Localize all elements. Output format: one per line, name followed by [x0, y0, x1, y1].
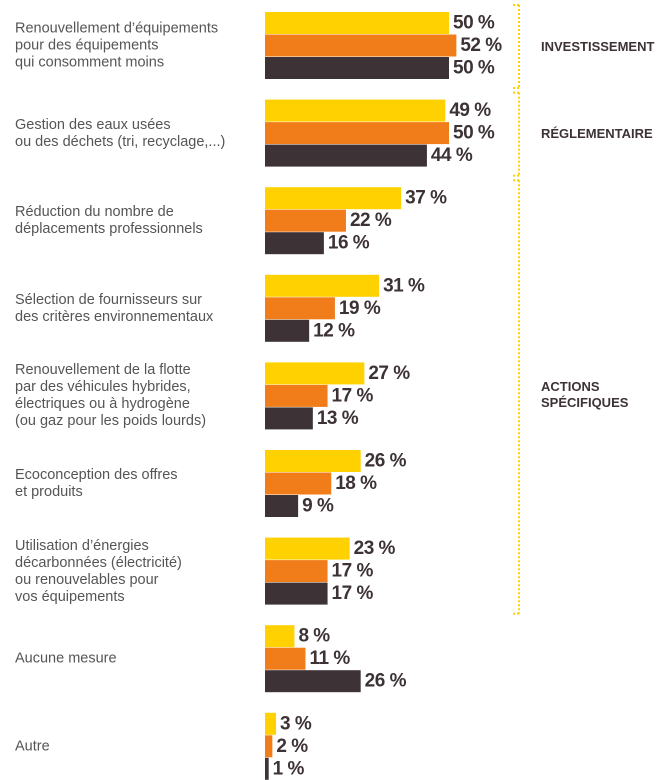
value-label: 9 % — [302, 496, 334, 517]
value-label: 17 % — [332, 385, 374, 406]
value-label: 31 % — [383, 275, 425, 296]
value-label: 26 % — [365, 451, 407, 472]
category-label: Ecoconception des offres et produits — [15, 467, 178, 500]
bar — [265, 57, 449, 79]
bar — [265, 362, 365, 385]
category-label: Réduction du nombre de déplacements prof… — [15, 204, 203, 238]
value-label: 50 % — [453, 13, 495, 34]
value-label: 23 % — [354, 538, 396, 559]
bar — [265, 560, 328, 583]
value-label: 27 % — [368, 363, 410, 384]
bar — [265, 450, 361, 472]
value-label: 44 % — [431, 145, 473, 166]
bar — [265, 297, 335, 320]
value-label: 19 % — [339, 298, 381, 319]
bar — [265, 757, 269, 780]
bar — [265, 537, 350, 560]
value-label: 17 % — [332, 583, 374, 604]
bar — [265, 582, 328, 605]
bar — [265, 274, 380, 297]
category-label: Sélection de fournisseurs sur des critèr… — [15, 291, 214, 325]
value-label: 49 % — [449, 100, 491, 121]
category-label: Autre — [15, 738, 50, 755]
bar — [265, 472, 332, 495]
value-label: 13 % — [317, 408, 359, 429]
value-label: 2 % — [276, 736, 308, 757]
value-label: 18 % — [335, 473, 377, 494]
bar — [265, 625, 295, 648]
value-label: 37 % — [405, 188, 447, 209]
group-label: INVESTISSEMENT — [541, 38, 655, 54]
value-label: 17 % — [332, 561, 374, 582]
bar — [265, 384, 328, 407]
bar — [265, 187, 402, 210]
bar — [265, 407, 313, 430]
value-label: 50 % — [453, 58, 495, 79]
value-label: 11 % — [309, 648, 350, 669]
value-label: 1 % — [273, 758, 305, 779]
bar — [265, 34, 457, 57]
bar — [265, 647, 306, 670]
category-label: Renouvellement de la flotte par des véhi… — [15, 362, 207, 430]
category-label: Renouvellement d’équipements pour des éq… — [15, 20, 219, 71]
bar — [265, 232, 324, 255]
group-label: RÉGLEMENTAIRE — [541, 126, 653, 142]
category-label: Gestion des eaux usées ou des déchets (t… — [15, 116, 226, 150]
bar — [265, 712, 277, 735]
bar — [265, 144, 427, 167]
bar — [265, 99, 446, 122]
bar — [265, 209, 346, 232]
value-label: 52 % — [460, 35, 502, 56]
group-label: ACTIONS SPÉCIFIQUES — [541, 379, 629, 410]
value-label: 12 % — [313, 320, 355, 341]
bar — [265, 122, 449, 145]
bar — [265, 319, 310, 342]
value-label: 26 % — [365, 671, 407, 692]
value-label: 3 % — [280, 713, 312, 734]
value-label: 22 % — [350, 210, 392, 231]
value-label: 50 % — [453, 123, 495, 144]
bar — [265, 670, 361, 693]
category-label: Utilisation d’énergies décarbonnées (éle… — [15, 537, 182, 605]
bar — [265, 12, 449, 34]
value-label: 16 % — [328, 233, 370, 254]
bar — [265, 735, 273, 758]
value-label: 8 % — [298, 626, 330, 647]
bar — [265, 495, 299, 517]
category-label: Aucune mesure — [15, 650, 117, 667]
